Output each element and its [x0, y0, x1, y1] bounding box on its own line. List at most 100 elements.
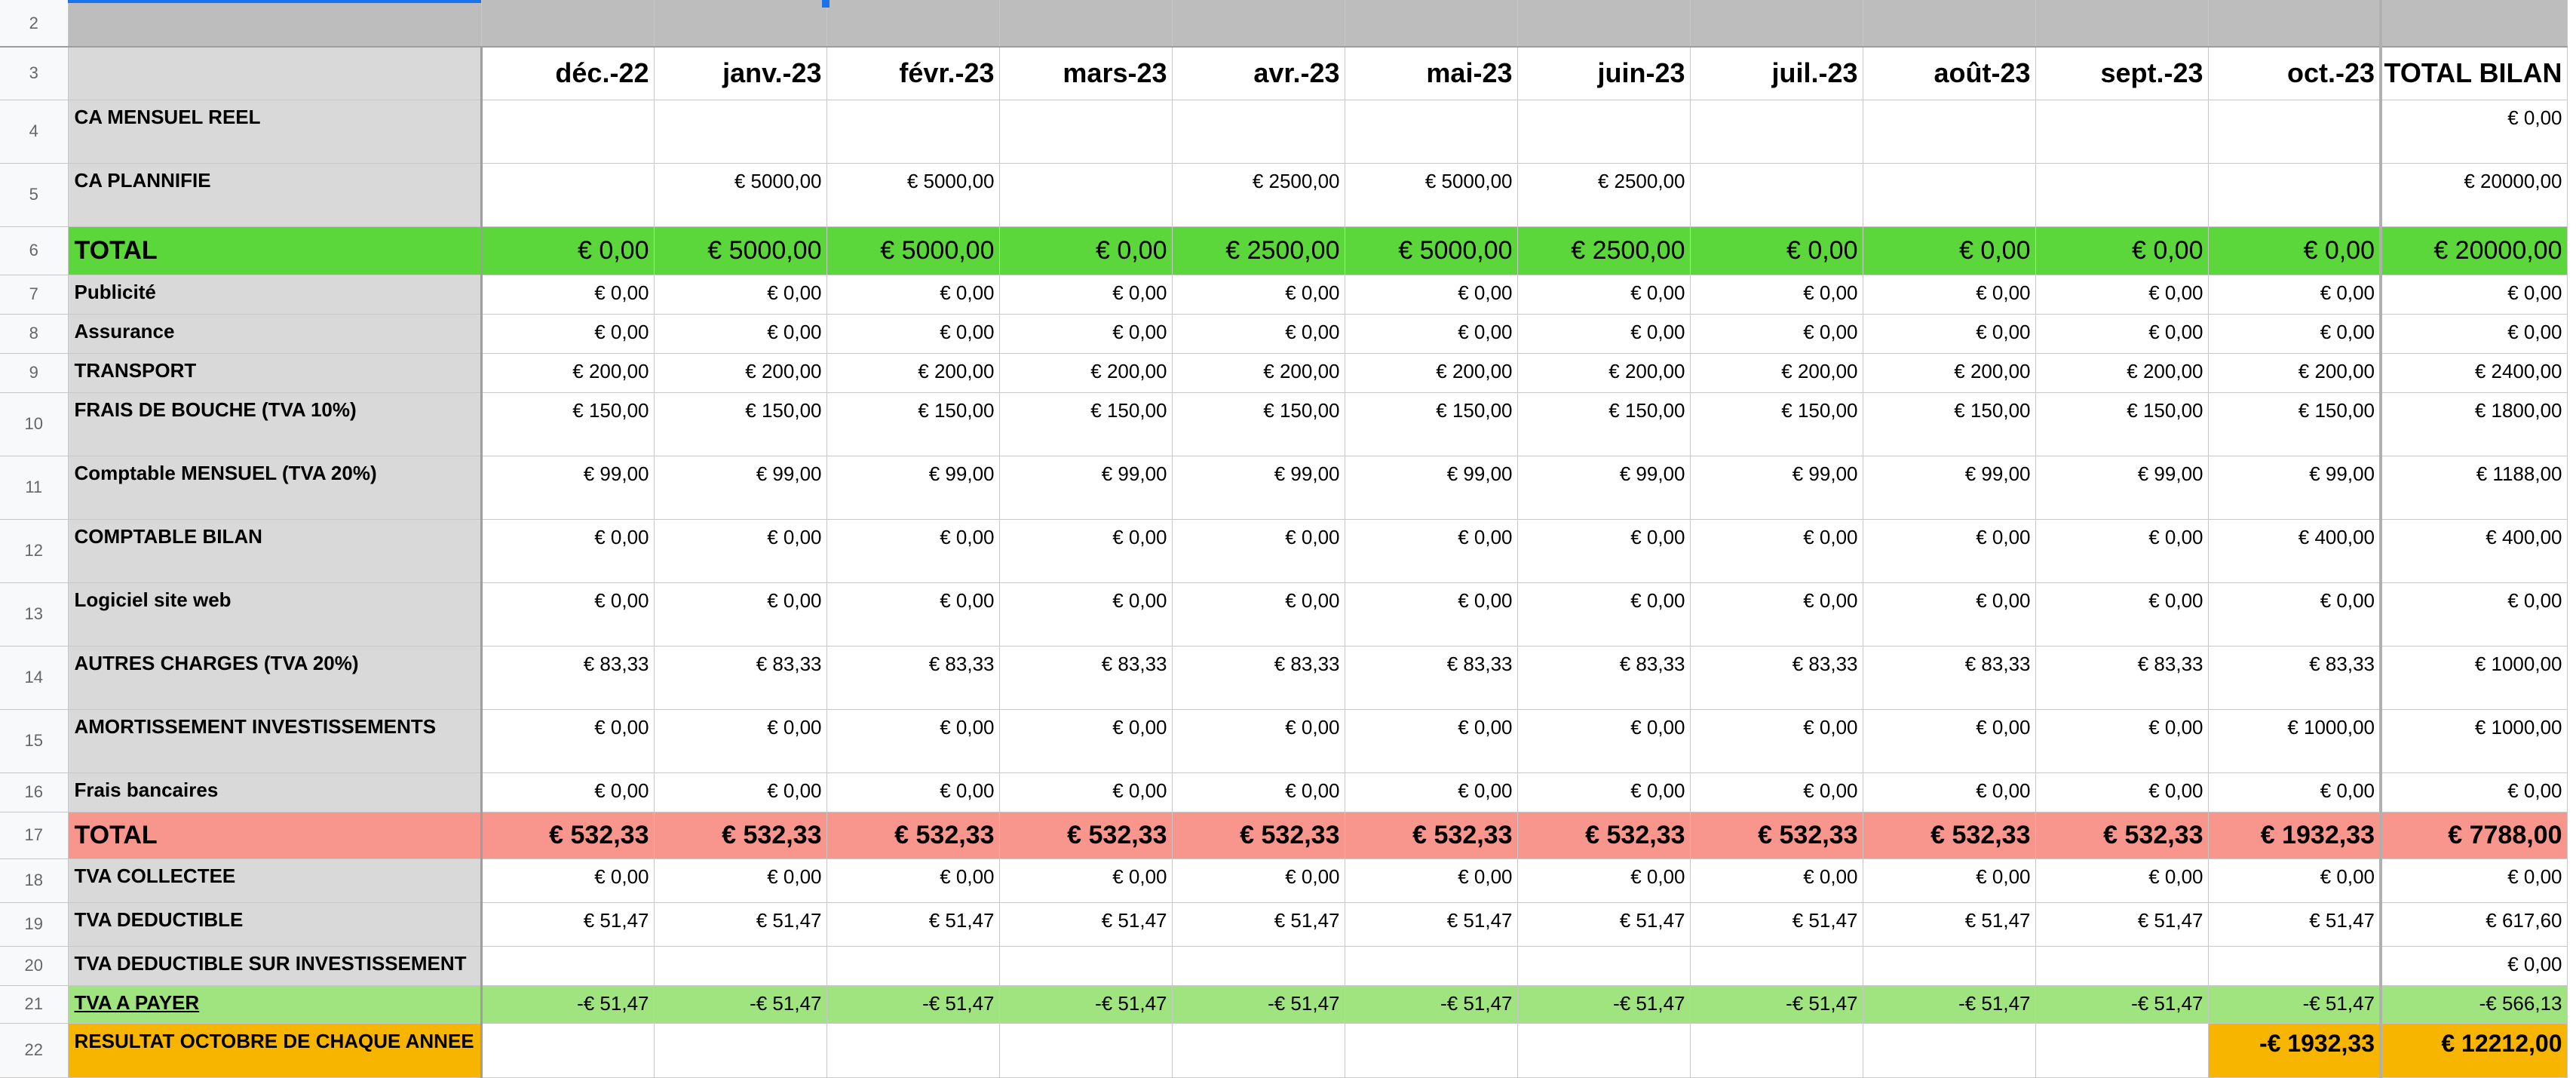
value-cell[interactable]: € 99,00 [2035, 456, 2209, 520]
row-label[interactable]: TVA DEDUCTIBLE [68, 902, 483, 947]
value-cell[interactable]: € 150,00 [1690, 392, 1863, 456]
value-cell[interactable]: € 0,00 [826, 519, 1000, 583]
grid-cell[interactable] [2379, 0, 2568, 48]
value-cell[interactable]: € 0,00 [1863, 226, 2036, 275]
value-cell[interactable]: -€ 51,47 [2208, 985, 2381, 1024]
row-header[interactable]: 15 [0, 709, 69, 773]
row-label[interactable]: RESULTAT OCTOBRE DE CHAQUE ANNEE [68, 1023, 483, 1078]
value-cell[interactable]: € 0,00 [654, 582, 827, 646]
row-label[interactable]: Comptable MENSUEL (TVA 20%) [68, 456, 483, 520]
value-cell[interactable] [1172, 946, 1345, 986]
row-header[interactable]: 21 [0, 985, 69, 1024]
value-cell[interactable]: € 0,00 [654, 772, 827, 812]
value-cell[interactable]: € 0,00 [999, 314, 1173, 354]
value-cell[interactable]: € 0,00 [654, 314, 827, 354]
total-cell[interactable]: € 0,00 [2379, 314, 2568, 354]
value-cell[interactable]: € 0,00 [2035, 772, 2209, 812]
value-cell[interactable]: € 0,00 [1690, 314, 1863, 354]
value-cell[interactable]: € 0,00 [654, 519, 827, 583]
value-cell[interactable] [1517, 946, 1691, 986]
row-label[interactable]: AUTRES CHARGES (TVA 20%) [68, 646, 483, 710]
value-cell[interactable]: € 99,00 [1863, 456, 2036, 520]
grid-cell[interactable] [654, 0, 827, 48]
row-label[interactable]: CA MENSUEL REEL [68, 100, 483, 164]
value-cell[interactable]: € 0,00 [654, 709, 827, 773]
value-cell[interactable]: € 0,00 [1345, 709, 1518, 773]
value-cell[interactable]: € 200,00 [2035, 353, 2209, 393]
value-cell[interactable]: € 0,00 [1172, 709, 1345, 773]
value-cell[interactable]: € 0,00 [1863, 314, 2036, 354]
value-cell[interactable]: € 0,00 [1517, 582, 1691, 646]
value-cell[interactable]: € 0,00 [1863, 709, 2036, 773]
value-cell[interactable]: € 0,00 [1172, 582, 1345, 646]
value-cell[interactable] [1863, 946, 2036, 986]
value-cell[interactable]: € 0,00 [826, 709, 1000, 773]
value-cell[interactable]: € 83,33 [1172, 646, 1345, 710]
value-cell[interactable] [1345, 1023, 1518, 1078]
value-cell[interactable]: € 0,00 [1863, 519, 2036, 583]
total-cell[interactable]: € 20000,00 [2379, 226, 2568, 275]
grid-cell[interactable] [826, 0, 1000, 48]
row-label[interactable]: Publicité [68, 275, 483, 315]
value-cell[interactable]: -€ 51,47 [1345, 985, 1518, 1024]
value-cell[interactable]: € 150,00 [654, 392, 827, 456]
value-cell[interactable] [654, 946, 827, 986]
value-cell[interactable]: -€ 51,47 [654, 985, 827, 1024]
total-cell[interactable]: € 0,00 [2379, 100, 2568, 164]
value-cell[interactable]: € 0,00 [1517, 709, 1691, 773]
total-cell[interactable]: € 2400,00 [2379, 353, 2568, 393]
grid-cell[interactable] [1517, 0, 1691, 48]
value-cell[interactable]: € 83,33 [1517, 646, 1691, 710]
month-header[interactable]: déc.-22 [481, 47, 655, 100]
value-cell[interactable]: -€ 51,47 [1517, 985, 1691, 1024]
value-cell[interactable]: € 2500,00 [1517, 163, 1691, 227]
value-cell[interactable]: € 0,00 [1517, 519, 1691, 583]
value-cell[interactable]: € 99,00 [654, 456, 827, 520]
value-cell[interactable]: € 200,00 [1690, 353, 1863, 393]
row-header[interactable]: 8 [0, 314, 69, 354]
row-header[interactable]: 19 [0, 902, 69, 947]
value-cell[interactable]: € 150,00 [1863, 392, 2036, 456]
value-cell[interactable]: € 150,00 [481, 392, 655, 456]
value-cell[interactable]: € 0,00 [826, 858, 1000, 903]
value-cell[interactable] [2035, 163, 2209, 227]
value-cell[interactable]: € 5000,00 [1345, 226, 1518, 275]
value-cell[interactable]: € 0,00 [1690, 226, 1863, 275]
value-cell[interactable]: € 5000,00 [1345, 163, 1518, 227]
value-cell[interactable]: € 0,00 [1345, 275, 1518, 315]
value-cell[interactable]: € 0,00 [2208, 772, 2381, 812]
value-cell[interactable]: € 0,00 [1690, 858, 1863, 903]
value-cell[interactable]: € 0,00 [2208, 275, 2381, 315]
grid-cell[interactable] [68, 0, 482, 48]
value-cell[interactable]: € 51,47 [1863, 902, 2036, 947]
value-cell[interactable]: € 0,00 [1517, 772, 1691, 812]
value-cell[interactable]: -€ 1932,33 [2208, 1023, 2381, 1078]
value-cell[interactable] [481, 1023, 655, 1078]
value-cell[interactable]: € 1932,33 [2208, 812, 2381, 859]
value-cell[interactable]: € 0,00 [2208, 858, 2381, 903]
row-header[interactable]: 17 [0, 812, 69, 859]
total-cell[interactable]: € 1000,00 [2379, 709, 2568, 773]
value-cell[interactable]: € 0,00 [1172, 858, 1345, 903]
value-cell[interactable]: € 0,00 [1345, 858, 1518, 903]
value-cell[interactable] [1690, 946, 1863, 986]
value-cell[interactable]: € 532,33 [654, 812, 827, 859]
month-header[interactable]: avr.-23 [1172, 47, 1345, 100]
value-cell[interactable]: € 532,33 [1863, 812, 2036, 859]
value-cell[interactable]: € 532,33 [826, 812, 1000, 859]
value-cell[interactable]: € 51,47 [826, 902, 1000, 947]
value-cell[interactable]: € 0,00 [2035, 226, 2209, 275]
total-header[interactable]: TOTAL BILAN [2379, 47, 2568, 100]
value-cell[interactable]: € 0,00 [1172, 772, 1345, 812]
value-cell[interactable] [481, 163, 655, 227]
grid-cell[interactable] [1690, 0, 1863, 48]
value-cell[interactable] [1690, 163, 1863, 227]
row-label[interactable]: CA PLANNIFIE [68, 163, 483, 227]
value-cell[interactable] [2035, 946, 2209, 986]
value-cell[interactable]: € 200,00 [826, 353, 1000, 393]
value-cell[interactable]: € 51,47 [481, 902, 655, 947]
value-cell[interactable]: € 0,00 [1863, 772, 2036, 812]
value-cell[interactable] [2208, 100, 2381, 164]
row-header[interactable]: 6 [0, 226, 69, 275]
value-cell[interactable] [1863, 1023, 2036, 1078]
